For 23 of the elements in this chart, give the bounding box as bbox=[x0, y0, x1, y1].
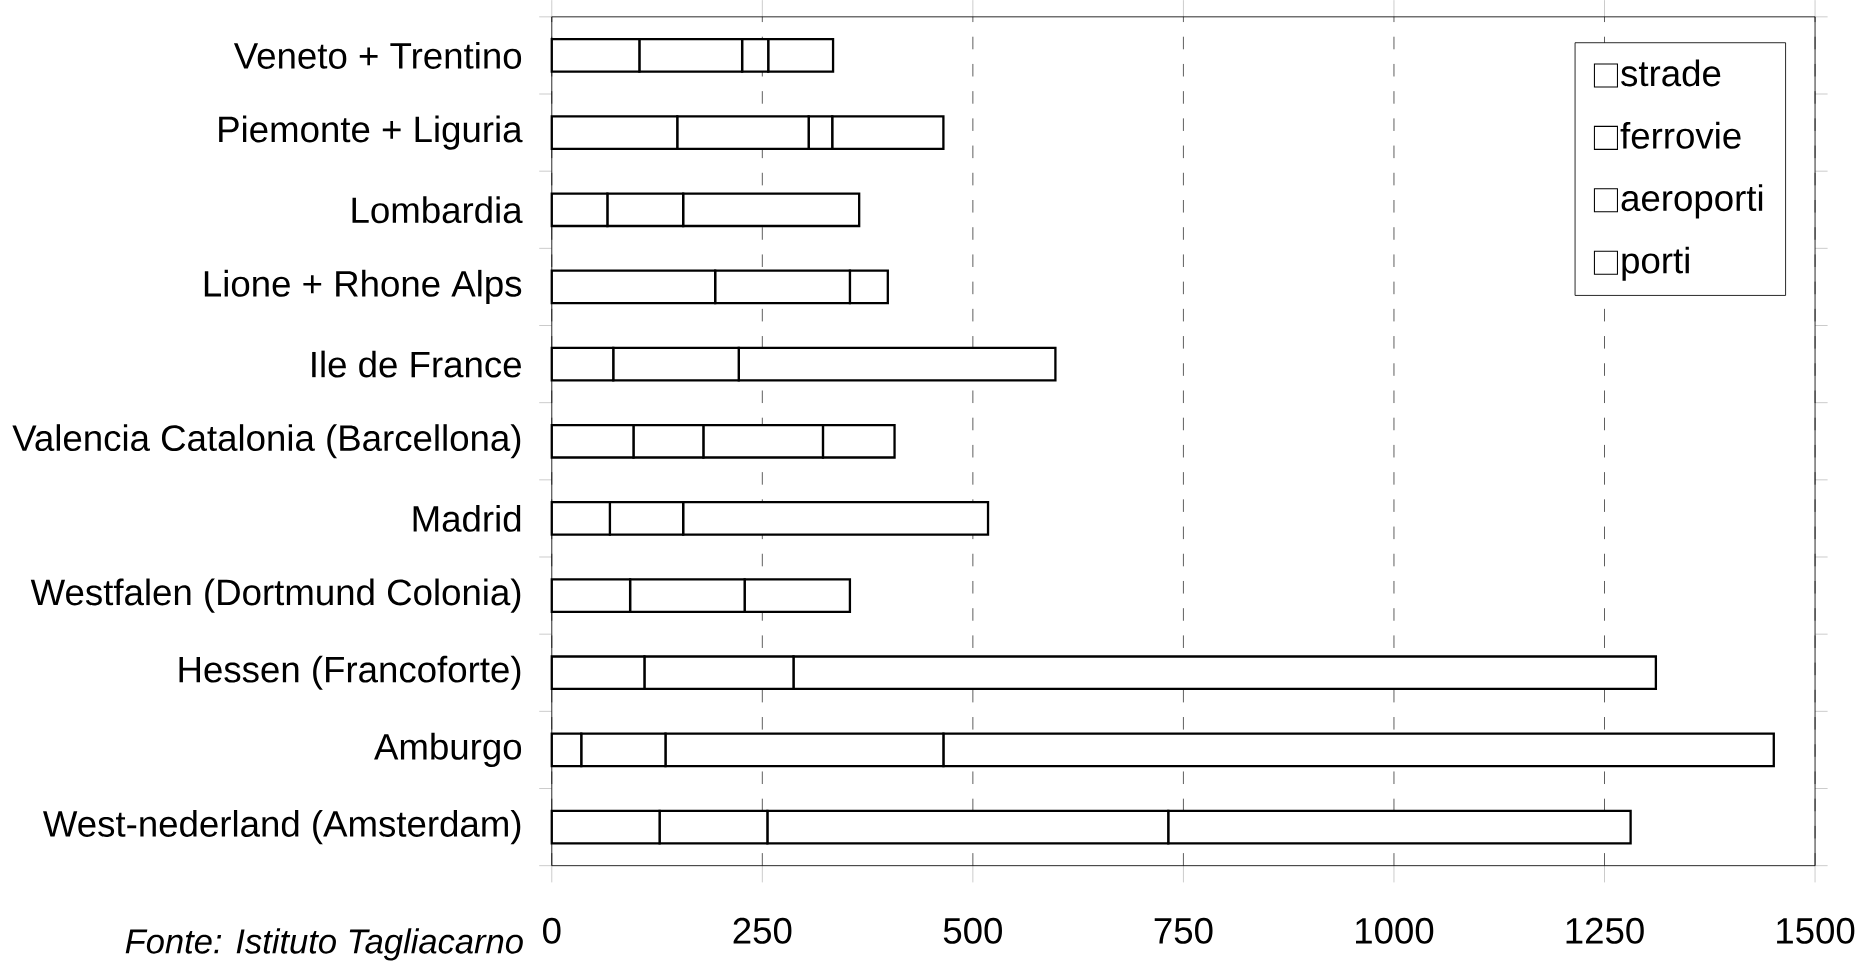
y-tick-label: Amburgo bbox=[374, 732, 522, 768]
x-tick-label: 0 bbox=[543, 917, 561, 944]
x-tick-label: 500 bbox=[943, 917, 1002, 944]
y-tick-label: Valencia Catalonia (Barcellona) bbox=[12, 424, 521, 459]
y-tick-label: Lombardia bbox=[352, 196, 523, 224]
legend-label: ferrovie bbox=[1620, 122, 1741, 149]
x-tick-label: 1250 bbox=[1566, 917, 1644, 944]
y-tick-label: Ile de France bbox=[312, 350, 521, 378]
y-tick-label: West-nederland (Amsterdam) bbox=[43, 810, 521, 845]
x-tick-label: 1500 bbox=[1777, 917, 1855, 944]
y-tick-label: Veneto + Trentino bbox=[233, 42, 522, 70]
y-tick-label: Piemonte + Liguria bbox=[219, 115, 523, 150]
y-tick-label: Hessen (Francoforte) bbox=[179, 655, 521, 690]
y-tick-label: Westfalen (Dortmund Colonia) bbox=[30, 578, 521, 613]
y-tick-label: Madrid bbox=[413, 505, 521, 533]
x-tick-label: 750 bbox=[1154, 917, 1213, 944]
legend-label: aeroporti bbox=[1621, 184, 1763, 219]
y-tick-label: Lione + Rhone Alps bbox=[204, 269, 522, 305]
legend-label: strade bbox=[1621, 59, 1721, 87]
source-note: Fonte: Istituto Tagliacarno bbox=[125, 928, 523, 961]
x-tick-label: 250 bbox=[733, 917, 792, 944]
x-tick-label: 1000 bbox=[1356, 917, 1434, 944]
legend-label: porti bbox=[1622, 246, 1689, 281]
